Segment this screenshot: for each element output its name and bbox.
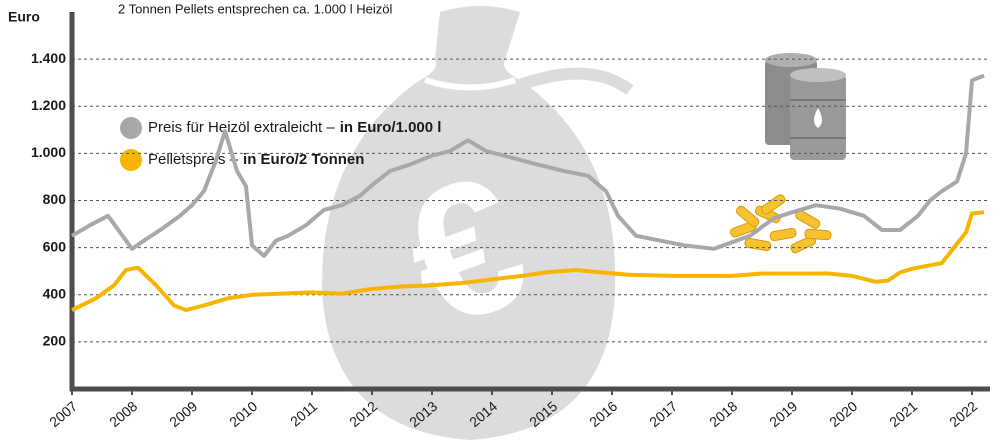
x-tick-label: 2021 [886,398,920,430]
x-tick-label: 2018 [706,398,740,430]
y-axis-label: Euro [8,9,40,25]
legend-unit: in Euro/1.000 l [340,119,442,136]
legend-unit: in Euro/2 Tonnen [243,151,364,168]
money-bag-illustration: € [322,6,630,440]
y-tick-label: 400 [43,285,67,301]
y-tick-label: 200 [43,333,67,349]
x-tick-label: 2022 [946,398,980,430]
x-tick-label: 2011 [287,398,321,430]
y-tick-label: 600 [43,238,67,254]
y-tick-label: 800 [43,191,67,207]
x-tick-label: 2010 [226,398,260,430]
pellets-icon [729,193,831,254]
x-tick-label: 2020 [826,398,860,430]
legend-marker [120,117,142,139]
x-tick-label: 2007 [46,398,80,430]
y-tick-label: 1.400 [31,50,66,66]
legend-name: Preis für Heizöl extraleicht – [148,119,335,136]
y-tick-label: 1.200 [31,97,66,113]
legend-label: Preis für Heizöl extraleicht – in Euro/1.… [148,119,441,136]
x-tick-label: 2017 [646,398,680,430]
x-tick-label: 2016 [586,398,620,430]
chart: € 2 Tonnen Pellets entsprechen ca. 1.000… [0,0,997,448]
x-tick-label: 2008 [106,398,140,430]
x-tick-label: 2009 [166,398,200,430]
y-tick-label: 1.000 [31,144,66,160]
x-tick-label: 2019 [766,398,800,430]
legend-marker [120,149,142,171]
subtitle: 2 Tonnen Pellets entsprechen ca. 1.000 l… [118,1,392,16]
